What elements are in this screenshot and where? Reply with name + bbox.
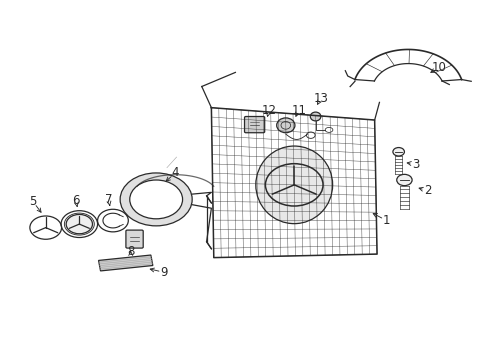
Text: 3: 3 [412, 158, 419, 171]
Text: 5: 5 [29, 195, 36, 208]
FancyBboxPatch shape [245, 117, 265, 133]
Polygon shape [98, 255, 153, 271]
Text: 6: 6 [72, 194, 80, 207]
FancyBboxPatch shape [126, 230, 143, 248]
Circle shape [397, 174, 412, 186]
Text: 12: 12 [262, 104, 276, 117]
Text: 1: 1 [383, 214, 391, 227]
Ellipse shape [277, 118, 295, 133]
Circle shape [393, 148, 404, 156]
Circle shape [120, 173, 192, 226]
Text: 9: 9 [161, 266, 168, 279]
Ellipse shape [256, 146, 333, 224]
Ellipse shape [310, 112, 321, 121]
Text: 13: 13 [314, 92, 328, 105]
Text: 2: 2 [424, 184, 431, 197]
Text: 8: 8 [127, 245, 134, 258]
Text: 11: 11 [291, 104, 306, 117]
Text: 7: 7 [105, 193, 112, 206]
Circle shape [64, 213, 94, 235]
Text: 10: 10 [432, 61, 447, 74]
Text: 4: 4 [172, 166, 179, 179]
Circle shape [130, 180, 183, 219]
